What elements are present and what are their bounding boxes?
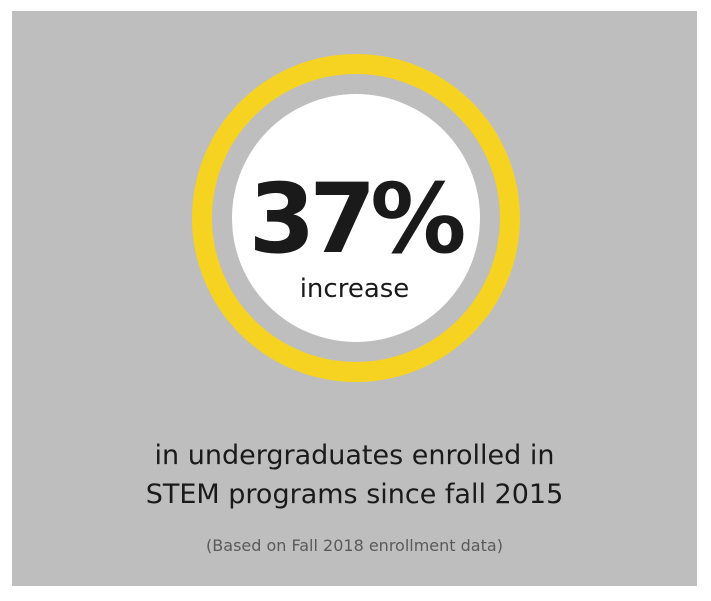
headline-line-1: in undergraduates enrolled in <box>154 440 555 471</box>
stat-label: increase <box>299 274 410 304</box>
stat-value: 37% <box>248 163 467 275</box>
footnote: (Based on Fall 2018 enrollment data) <box>206 536 503 555</box>
stat-ring <box>192 54 520 382</box>
headline: in undergraduates enrolled in STEM progr… <box>12 436 697 514</box>
infographic-card: 37% increase in undergraduates enrolled … <box>12 11 697 586</box>
ring-inner <box>232 94 480 342</box>
headline-line-2: STEM programs since fall 2015 <box>145 479 564 510</box>
